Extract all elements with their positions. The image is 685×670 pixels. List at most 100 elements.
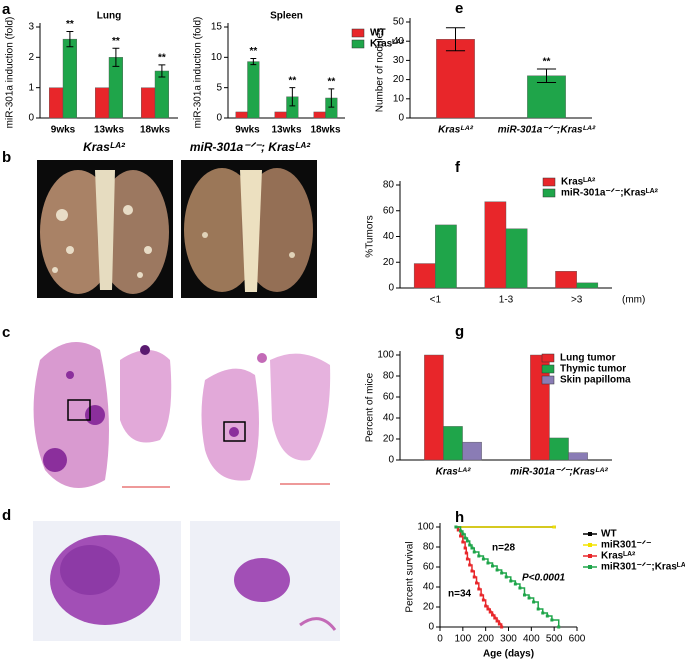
y-axis-label: miR-301a induction (fold) <box>5 17 16 129</box>
bar <box>462 441 482 461</box>
legend-swatch <box>588 543 592 547</box>
bar <box>154 70 170 119</box>
error-bar <box>445 27 466 52</box>
y-axis-label: Number of nodules <box>375 28 386 113</box>
x-tick-label: miR-301a⁻ᐟ⁻;Krasᴸᴬ² <box>498 125 596 136</box>
legend-label: Krasᴸᴬ² <box>561 177 596 188</box>
legend-swatch <box>351 39 365 49</box>
y-tick-label: 80 <box>383 371 395 382</box>
survival-step <box>467 558 471 565</box>
error-bar <box>536 68 557 83</box>
panel-label: g <box>455 323 464 340</box>
y-axis-label: Percent survival <box>405 541 416 612</box>
y-tick-label: 60 <box>383 205 395 216</box>
y-tick-label: 10 <box>211 52 223 63</box>
survival-step <box>533 601 539 609</box>
significance-label: ** <box>112 36 120 47</box>
y-tick-label: 80 <box>383 180 395 191</box>
survival-step <box>478 588 482 595</box>
survival-point <box>557 625 561 629</box>
legend-label: miR301⁻ᐟ⁻ <box>601 540 651 551</box>
panel-label: h <box>455 509 464 526</box>
x-tick-label: 13wks <box>271 125 301 136</box>
survival-step <box>460 535 464 542</box>
error-bar <box>328 88 335 108</box>
x-axis-label: (mm) <box>622 295 645 306</box>
x-tick-label: <1 <box>430 295 442 306</box>
y-tick-label: 20 <box>393 74 405 85</box>
x-tick-label: Krasᴸᴬ² <box>436 467 472 478</box>
bar <box>424 354 444 461</box>
y-tick-label: 20 <box>383 257 395 268</box>
error-bar <box>66 31 74 48</box>
bar <box>62 38 78 119</box>
x-tick-label: 18wks <box>310 125 340 136</box>
y-tick-label: 80 <box>423 542 435 553</box>
y-tick-label: 10 <box>393 93 405 104</box>
y-tick-label: 0 <box>428 622 434 633</box>
bar <box>549 437 569 461</box>
bar <box>140 87 156 119</box>
survival-step <box>551 619 560 627</box>
y-tick-label: 1 <box>28 82 34 93</box>
annotation: P<0.0001 <box>522 573 566 584</box>
lung-photo <box>37 160 173 298</box>
survival-step <box>481 594 485 600</box>
legend-label: Skin papilloma <box>560 375 631 386</box>
image-title: Krasᴸᴬ² <box>83 140 126 154</box>
annotation: n=34 <box>448 589 472 600</box>
error-bar <box>289 87 296 107</box>
y-tick-label: 0 <box>388 283 394 294</box>
x-tick-label: Krasᴸᴬ² <box>438 125 474 136</box>
legend-label: Thymic tumor <box>560 364 626 375</box>
panel-label: e <box>455 0 463 17</box>
y-tick-label: 60 <box>383 392 395 403</box>
panel-label: d <box>2 507 11 524</box>
significance-label: ** <box>158 53 166 64</box>
y-axis-label: miR-301a induction (fold) <box>193 17 204 129</box>
y-tick-label: 40 <box>383 231 395 242</box>
x-tick-label: 18wks <box>140 125 170 136</box>
survival-point <box>552 525 556 529</box>
x-tick-label: miR-301a⁻ᐟ⁻;Krasᴸᴬ² <box>510 467 608 478</box>
legend-swatch <box>351 28 365 38</box>
y-tick-label: 0 <box>216 113 222 124</box>
bar <box>568 452 588 461</box>
legend-swatch <box>541 353 555 363</box>
annotation: n=28 <box>492 543 516 554</box>
x-axis-label: Age (days) <box>483 649 534 660</box>
y-tick-label: 40 <box>423 582 435 593</box>
panel-label: f <box>455 159 461 176</box>
lung-photo <box>181 160 317 298</box>
survival-step <box>471 570 475 577</box>
panel-label: b <box>2 149 11 166</box>
histology-image <box>33 521 340 641</box>
significance-label: ** <box>543 57 551 68</box>
significance-label: ** <box>249 46 257 57</box>
x-tick-label: 200 <box>477 634 494 645</box>
y-tick-label: 30 <box>393 55 405 66</box>
legend-swatch <box>588 532 592 536</box>
significance-label: ** <box>66 19 74 30</box>
y-tick-label: 100 <box>417 522 434 533</box>
bar <box>313 111 326 119</box>
y-tick-label: 0 <box>28 113 34 124</box>
panel-label: c <box>2 324 10 341</box>
x-tick-label: 9wks <box>235 125 260 136</box>
survival-step <box>462 541 466 548</box>
y-axis-label: %Tumors <box>365 215 376 257</box>
x-tick-label: 400 <box>523 634 540 645</box>
x-tick-label: 500 <box>546 634 563 645</box>
x-tick-label: 0 <box>437 634 443 645</box>
y-tick-label: 2 <box>28 52 34 63</box>
legend-label: miR301⁻ᐟ⁻;Krasᴸᴬ² <box>601 562 685 573</box>
legend-label: Krasᴸᴬ² <box>601 551 636 562</box>
y-tick-label: 40 <box>393 36 405 47</box>
legend-swatch <box>542 177 556 187</box>
survival-step <box>466 552 469 559</box>
bar <box>505 228 528 289</box>
y-tick-label: 50 <box>393 17 405 28</box>
chart-title: Lung <box>97 11 121 22</box>
y-tick-label: 60 <box>423 562 435 573</box>
y-tick-label: 3 <box>28 22 34 33</box>
